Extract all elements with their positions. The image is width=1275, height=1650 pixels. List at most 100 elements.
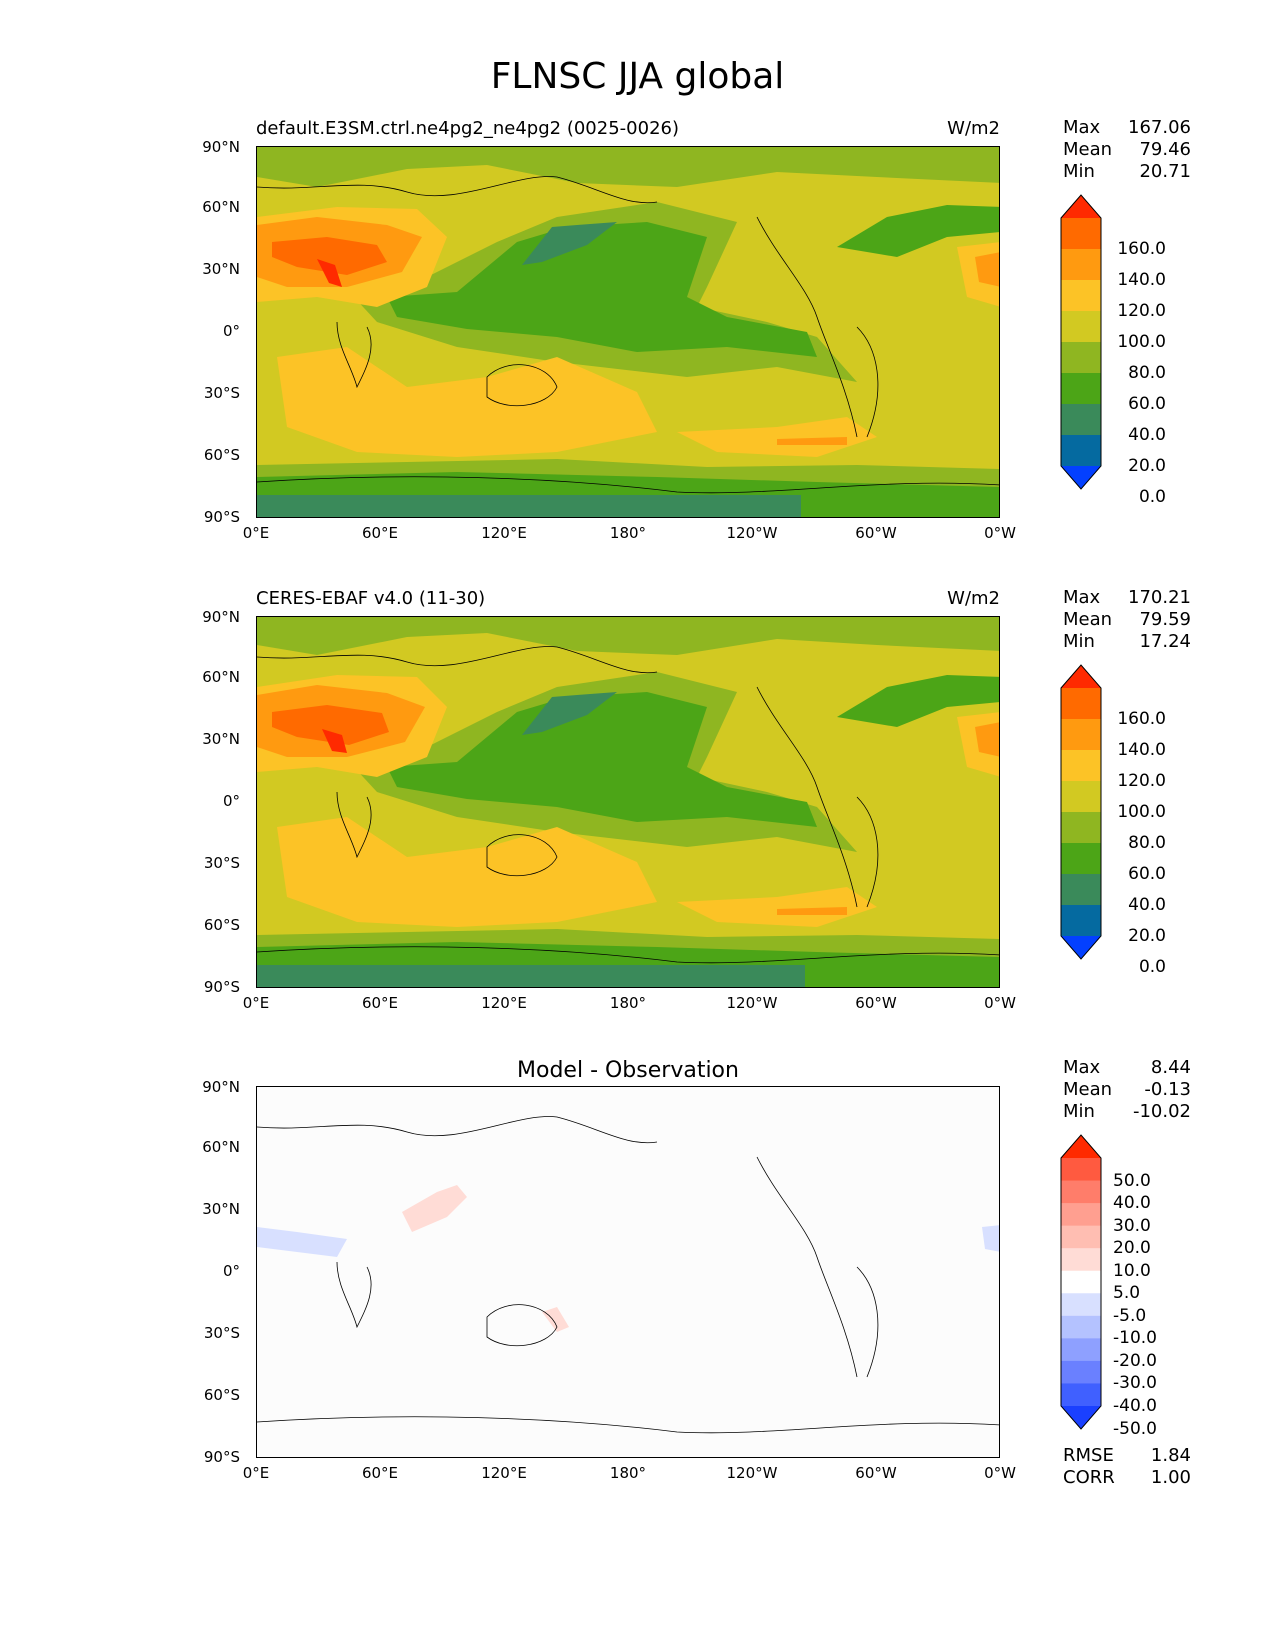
colorbar-tick-label: 80.0 (1128, 833, 1166, 853)
colorbar-segment (1061, 1338, 1101, 1362)
panel1-ytick: 90°S (203, 508, 240, 526)
panel3-xtick: 120°W (726, 1464, 778, 1482)
colorbar-segment (1061, 1180, 1101, 1204)
colorbar-segment (1061, 843, 1101, 875)
colorbar-extend-bottom (1061, 1406, 1101, 1429)
stat-label: Max (1063, 1057, 1101, 1078)
colorbar-extend-top (1061, 665, 1101, 688)
panel1-ytick: 30°N (202, 260, 240, 278)
colorbar-segment (1061, 404, 1101, 436)
panel2-ytick: 60°S (203, 916, 240, 934)
stat-label: Mean (1063, 609, 1113, 630)
panel1-colorbar (1060, 194, 1102, 490)
stat-value-min: 20.71 (1139, 161, 1191, 182)
stat-label: Mean (1063, 139, 1113, 160)
colorbar-segment (1061, 280, 1101, 312)
rmse-value: 1.84 (1150, 1445, 1191, 1466)
panel2-ytick: 60°N (202, 668, 240, 686)
colorbar-tick-label: -50.0 (1113, 1418, 1157, 1439)
colorbar-tick-label: -40.0 (1113, 1396, 1157, 1416)
colorbar-segment (1061, 1225, 1101, 1249)
stat-value-mean: -0.13 (1144, 1079, 1191, 1100)
colorbar-segment (1061, 1383, 1101, 1407)
stat-label: Max (1063, 587, 1101, 608)
colorbar-segment (1061, 1248, 1101, 1272)
panel3-xtick: 60°W (855, 1464, 897, 1482)
colorbar-segment (1061, 218, 1101, 250)
panel2-xtick: 0°W (984, 994, 1016, 1012)
panel2-colorbar (1060, 664, 1102, 960)
stat-label: Min (1063, 161, 1095, 182)
colorbar-tick-label: 120.0 (1117, 771, 1166, 791)
colorbar-segment (1061, 905, 1101, 937)
colorbar-tick-label: -5.0 (1113, 1305, 1147, 1326)
stat-label: Min (1063, 1101, 1095, 1122)
panel1-stats: Max 167.06 Mean 79.46 Min 20.71 (1063, 117, 1191, 183)
colorbar-outline (1060, 1134, 1102, 1430)
stat-value-mean: 79.59 (1139, 609, 1191, 630)
stat-label: Mean (1063, 1079, 1113, 1100)
colorbar-tick-label: 60.0 (1128, 394, 1166, 414)
panel1-title: default.E3SM.ctrl.ne4pg2_ne4pg2 (0025-00… (256, 118, 679, 139)
colorbar-segment (1061, 781, 1101, 813)
colorbar-tick-label: -30.0 (1113, 1373, 1157, 1394)
colorbar-outline (1060, 664, 1102, 960)
panel1-ytick: 60°S (203, 446, 240, 464)
colorbar-segment (1061, 1158, 1101, 1182)
panel3-ytick: 0° (222, 1262, 240, 1280)
colorbar-segment (1061, 1315, 1101, 1339)
rmse-label: RMSE (1063, 1445, 1114, 1466)
panel2-xtick: 60°E (361, 994, 399, 1012)
stat-value-mean: 79.46 (1139, 139, 1191, 160)
panel2-stats: Max 170.21 Mean 79.59 Min 17.24 (1063, 587, 1191, 653)
panel3-error-stats: RMSE 1.84 CORR 1.00 (1063, 1445, 1191, 1489)
colorbar-tick-label: 140.0 (1117, 270, 1166, 290)
colorbar-segment (1061, 1203, 1101, 1227)
colorbar-tick-label: -10.0 (1113, 1328, 1157, 1349)
panel3-xtick: 180° (609, 1464, 647, 1482)
panel3-ytick: 90°S (203, 1448, 240, 1466)
colorbar-tick-label: -20.0 (1113, 1350, 1157, 1371)
colorbar-segment (1061, 373, 1101, 405)
panel2-xtick: 120°W (726, 994, 778, 1012)
panel1-xtick: 120°W (726, 524, 778, 542)
stat-value-min: 17.24 (1139, 631, 1191, 652)
colorbar-outline (1060, 194, 1102, 490)
colorbar-tick-label: 140.0 (1117, 740, 1166, 760)
colorbar-tick-label: 0.0 (1138, 957, 1166, 977)
colorbar-segment (1061, 1360, 1101, 1384)
colorbar-tick-label: 40.0 (1113, 1193, 1151, 1214)
panel3-colorbar (1060, 1134, 1102, 1430)
panel1-xtick: 0°E (242, 524, 270, 542)
panel1-xtick: 120°E (481, 524, 527, 542)
colorbar-extend-bottom (1061, 936, 1101, 959)
colorbar-segment (1061, 1293, 1101, 1317)
colorbar-segment (1061, 249, 1101, 281)
colorbar-tick-label: 50.0 (1113, 1170, 1151, 1191)
colorbar-tick-label: 0.0 (1138, 487, 1166, 507)
panel3-ytick: 60°S (203, 1386, 240, 1404)
corr-value: 1.00 (1150, 1467, 1191, 1488)
panel1-map (256, 146, 1000, 518)
colorbar-tick-label: 40.0 (1128, 425, 1166, 445)
panel1-units: W/m2 (947, 118, 1000, 139)
panel2-xtick: 120°E (481, 994, 527, 1012)
panel1-xtick: 60°E (361, 524, 399, 542)
colorbar-tick-label: 100.0 (1117, 802, 1166, 822)
colorbar-tick-label: 20.0 (1128, 456, 1166, 476)
stat-value-max: 167.06 (1128, 117, 1191, 138)
panel1-ytick: 30°S (203, 384, 240, 402)
panel3-map (256, 1086, 1000, 1458)
panel2-xtick: 0°E (242, 994, 270, 1012)
panel3-xtick: 120°E (481, 1464, 527, 1482)
colorbar-extend-top (1061, 195, 1101, 218)
colorbar-segment (1061, 1270, 1101, 1294)
colorbar-segment (1061, 342, 1101, 374)
panel2-ytick: 30°S (203, 854, 240, 872)
stat-label: Min (1063, 631, 1095, 652)
stat-label: Max (1063, 117, 1101, 138)
panel2-ytick: 0° (222, 792, 240, 810)
corr-label: CORR (1063, 1467, 1115, 1488)
panel3-xtick: 60°E (361, 1464, 399, 1482)
panel2-units: W/m2 (947, 588, 1000, 609)
